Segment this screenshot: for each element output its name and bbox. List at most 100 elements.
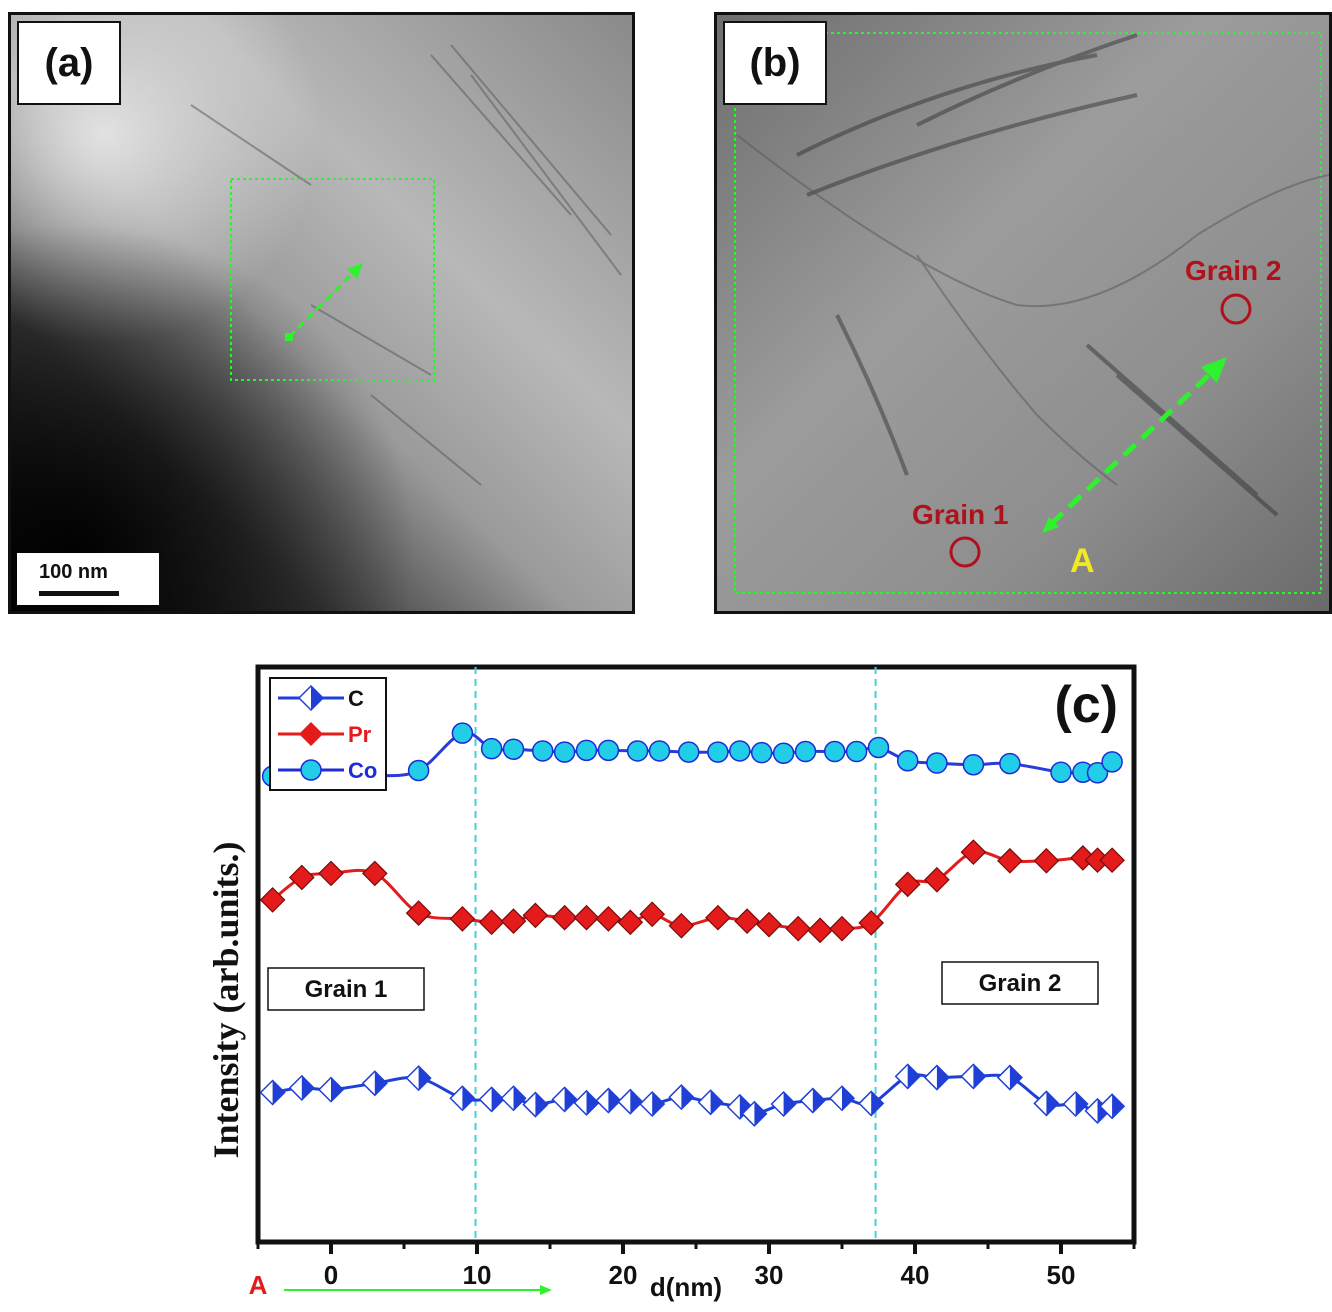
- marker-fill: [535, 1092, 548, 1117]
- selection-box: [230, 178, 435, 381]
- point-pr: [1033, 847, 1060, 874]
- point-pr: [595, 906, 622, 932]
- region-label-box: [267, 967, 425, 1011]
- scale-bar: 100 nm: [17, 553, 159, 605]
- x-tick-label: 0: [324, 1260, 338, 1290]
- x-tick-label: 20: [609, 1260, 638, 1290]
- panel-a-label: (a): [17, 21, 121, 105]
- point-pr: [551, 904, 578, 931]
- point-c: [668, 1084, 695, 1111]
- panel-b-label: (b): [723, 21, 827, 105]
- x-tick-label: 50: [1047, 1260, 1076, 1290]
- grain2-marker: [1220, 293, 1252, 325]
- point-pr: [858, 910, 885, 936]
- point-pr: [785, 915, 812, 942]
- selection-box-b: [734, 32, 1322, 594]
- marker-fill: [418, 1066, 431, 1091]
- point-co: [626, 740, 649, 762]
- point-co: [926, 752, 948, 774]
- point-c: [1099, 1093, 1126, 1120]
- marker-fill: [374, 1071, 387, 1096]
- point-co: [407, 759, 430, 782]
- point-pr: [522, 902, 549, 929]
- line-profile-chart: 0 10 20 30 40 50 C Pr Co Grain 1 Grain 2 A (c) d(n…: [0, 640, 1332, 1307]
- legend-marker-fill: [311, 686, 323, 710]
- point-c: [858, 1090, 885, 1117]
- micrograph-b-image: [717, 15, 1329, 611]
- point-pr: [894, 871, 921, 898]
- point-pr: [361, 860, 388, 887]
- point-c: [960, 1063, 987, 1090]
- region-label-text: Grain 2: [979, 970, 1062, 997]
- point-co: [1050, 761, 1072, 783]
- point-pr: [756, 911, 782, 938]
- point-pr: [668, 912, 695, 939]
- point-co: [480, 737, 503, 760]
- grain1-marker: [949, 536, 981, 568]
- marker-fill: [331, 1077, 343, 1102]
- point-co: [575, 739, 598, 762]
- legend-entry-co: Co: [278, 758, 377, 783]
- point-co: [794, 740, 817, 763]
- series-pr: [259, 839, 1125, 944]
- point-co: [729, 740, 751, 762]
- point-c: [741, 1100, 768, 1127]
- grain1-label: Grain 1: [912, 499, 1009, 530]
- point-c: [259, 1079, 286, 1106]
- marker-fill: [973, 1064, 986, 1089]
- marker-fill: [842, 1086, 854, 1111]
- marker-fill: [608, 1088, 621, 1113]
- x-axis-label: d(nm): [650, 1272, 722, 1302]
- legend: C Pr Co: [269, 677, 387, 791]
- point-c: [522, 1091, 549, 1118]
- point-c: [799, 1087, 826, 1114]
- legend-label: Pr: [348, 722, 372, 747]
- start-marker-arrow-head: [540, 1285, 552, 1295]
- region-label-text: Grain 1: [305, 976, 388, 1003]
- point-co: [772, 742, 795, 764]
- point-pr: [500, 908, 527, 934]
- marker-fill: [754, 1101, 767, 1126]
- marker-fill: [812, 1088, 825, 1113]
- series-c: [259, 1063, 1126, 1127]
- marker-fill: [586, 1090, 599, 1115]
- point-pr: [705, 904, 731, 931]
- chart-svg: 0 10 20 30 40 50 C Pr Co Grain 1 Grain 2 A (c) d(n…: [206, 664, 1137, 1302]
- marker-fill: [1046, 1091, 1059, 1116]
- point-pr: [318, 860, 344, 887]
- marker-fill: [783, 1092, 796, 1116]
- point-a-label: A: [1070, 542, 1095, 580]
- point-co: [707, 741, 729, 763]
- marker-fill: [272, 1080, 285, 1105]
- scale-bar-line: [39, 591, 119, 596]
- marker-fill: [710, 1090, 723, 1115]
- marker-fill: [681, 1085, 694, 1110]
- legend-marker: [299, 722, 323, 746]
- grain2-label: Grain 2: [1185, 255, 1282, 286]
- x-tick-label: 40: [901, 1260, 930, 1290]
- point-co: [896, 749, 919, 772]
- point-pr: [259, 887, 286, 913]
- point-pr: [478, 909, 505, 936]
- point-c: [828, 1085, 856, 1112]
- x-tick-label: 10: [463, 1260, 492, 1290]
- point-c: [697, 1089, 724, 1116]
- point-c: [288, 1074, 315, 1101]
- point-co: [750, 741, 773, 764]
- line-scan-arrow-b: [1049, 373, 1211, 526]
- point-co: [677, 741, 700, 763]
- region-label-1: Grain 1: [267, 967, 425, 1011]
- point-pr: [617, 909, 644, 936]
- point-pr: [449, 906, 476, 932]
- point-c: [1062, 1090, 1089, 1118]
- marker-fill: [564, 1087, 577, 1112]
- point-pr: [573, 904, 600, 931]
- start-marker: A: [249, 1270, 552, 1300]
- point-co: [648, 740, 671, 762]
- point-c: [996, 1064, 1023, 1091]
- point-c: [478, 1086, 505, 1113]
- scale-bar-label: 100 nm: [39, 561, 108, 583]
- point-pr: [1099, 847, 1125, 874]
- marker-fill: [630, 1089, 643, 1114]
- marker-fill: [1112, 1094, 1125, 1119]
